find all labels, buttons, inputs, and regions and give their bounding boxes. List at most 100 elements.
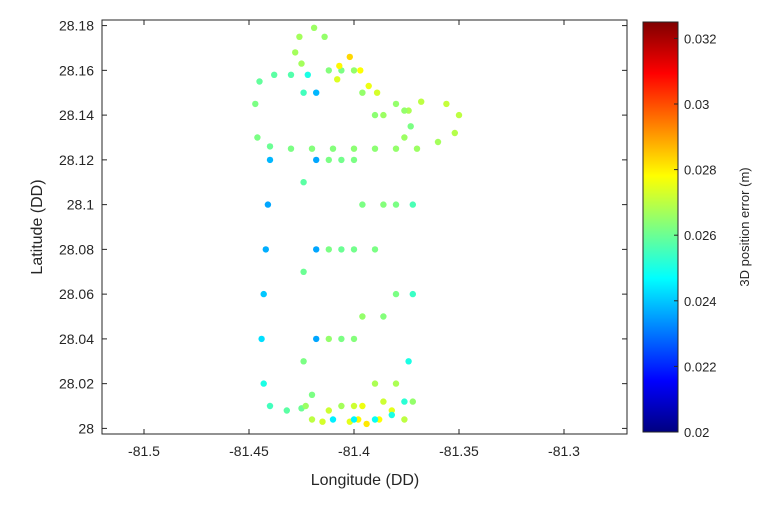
data-point (334, 76, 341, 83)
data-point (380, 313, 387, 320)
data-point (388, 411, 395, 419)
data-point (373, 89, 381, 96)
data-point (401, 107, 408, 114)
data-point (287, 71, 295, 79)
data-point (405, 358, 412, 365)
data-point (371, 145, 379, 152)
y-tick-label: 28.16 (59, 62, 94, 78)
colorbar-tick-label: 0.028 (684, 163, 717, 178)
data-point (363, 420, 370, 428)
data-point (409, 290, 416, 298)
y-tick-label: 28.02 (59, 376, 94, 392)
data-point (283, 407, 290, 414)
data-point (388, 407, 395, 414)
data-point (264, 201, 272, 208)
data-point (271, 71, 278, 79)
data-point (350, 156, 358, 164)
data-point (380, 201, 387, 208)
data-point (359, 201, 366, 208)
y-tick-label: 28.1 (67, 197, 94, 213)
data-point (443, 100, 450, 108)
x-tick-label: -81.3 (548, 443, 580, 459)
y-tick-label: 28.08 (59, 241, 94, 257)
data-point (418, 98, 425, 105)
data-point (313, 89, 320, 96)
y-tick-label: 28 (78, 420, 94, 436)
data-point (350, 335, 358, 343)
data-point (338, 156, 345, 164)
data-point (359, 402, 366, 410)
data-point (260, 290, 267, 298)
data-point (336, 62, 343, 70)
data-point (401, 134, 408, 141)
data-point (338, 335, 345, 343)
data-point (254, 134, 261, 141)
plot-marks (252, 24, 463, 428)
data-point (304, 71, 311, 79)
data-point (401, 398, 408, 405)
data-point (329, 416, 337, 423)
data-point (455, 111, 463, 119)
y-ticks: 28 28.02 28.04 28.06 28.08 28.1 28.12 28.14 28.1… (59, 18, 627, 436)
data-point (308, 416, 316, 423)
data-point (256, 78, 263, 85)
data-point (321, 33, 328, 40)
x-tick-label: -81.35 (439, 443, 479, 459)
data-point (350, 246, 358, 253)
data-point (252, 100, 259, 108)
colorbar-tick-label: 0.022 (684, 359, 717, 374)
colorbar-tick-label: 0.032 (684, 31, 717, 46)
y-tick-label: 28.14 (59, 107, 94, 123)
data-point (260, 380, 267, 387)
data-point (359, 313, 366, 320)
data-point (262, 246, 269, 253)
data-point (325, 156, 332, 164)
colorbar (642, 21, 679, 433)
colorbar-tick-label: 0.026 (684, 228, 717, 243)
data-point (371, 111, 379, 119)
data-point (287, 145, 295, 152)
data-point (365, 82, 372, 90)
colorbar-tick-label: 0.02 (684, 425, 709, 440)
x-tick-label: -81.45 (229, 443, 269, 459)
data-point (392, 380, 400, 387)
data-point (325, 246, 332, 253)
data-point (392, 201, 400, 208)
x-ticks: -81.5 -81.45 -81.4 -81.35 -81.3 (128, 20, 580, 459)
data-point (346, 53, 353, 61)
data-point (371, 246, 379, 253)
data-point (350, 402, 358, 410)
data-point (350, 145, 358, 152)
data-point (313, 156, 320, 164)
colorbar-tick-label: 0.03 (684, 97, 709, 112)
x-axis-title: Longitude (DD) (311, 472, 420, 489)
data-point (409, 201, 416, 208)
data-point (359, 89, 366, 96)
data-point (434, 138, 442, 146)
y-tick-label: 28.12 (59, 152, 94, 168)
data-point (338, 246, 345, 253)
y-tick-label: 28.06 (59, 286, 94, 302)
data-point (302, 402, 309, 410)
data-point (380, 111, 387, 119)
data-point (451, 129, 458, 137)
data-point (350, 67, 358, 74)
data-point (300, 89, 307, 96)
plot-area (101, 19, 628, 435)
data-point (292, 49, 299, 56)
data-point (300, 358, 307, 365)
data-point (298, 60, 305, 67)
data-point (308, 391, 316, 398)
data-point (258, 335, 265, 343)
data-point (308, 145, 316, 152)
y-tick-label: 28.18 (59, 18, 94, 34)
data-point (407, 123, 414, 130)
y-axis-title: Latitude (DD) (29, 179, 46, 274)
data-point (319, 418, 326, 425)
data-point (392, 100, 400, 108)
data-point (313, 246, 320, 253)
data-point (325, 335, 332, 343)
data-point (392, 290, 400, 298)
data-point (296, 33, 303, 40)
